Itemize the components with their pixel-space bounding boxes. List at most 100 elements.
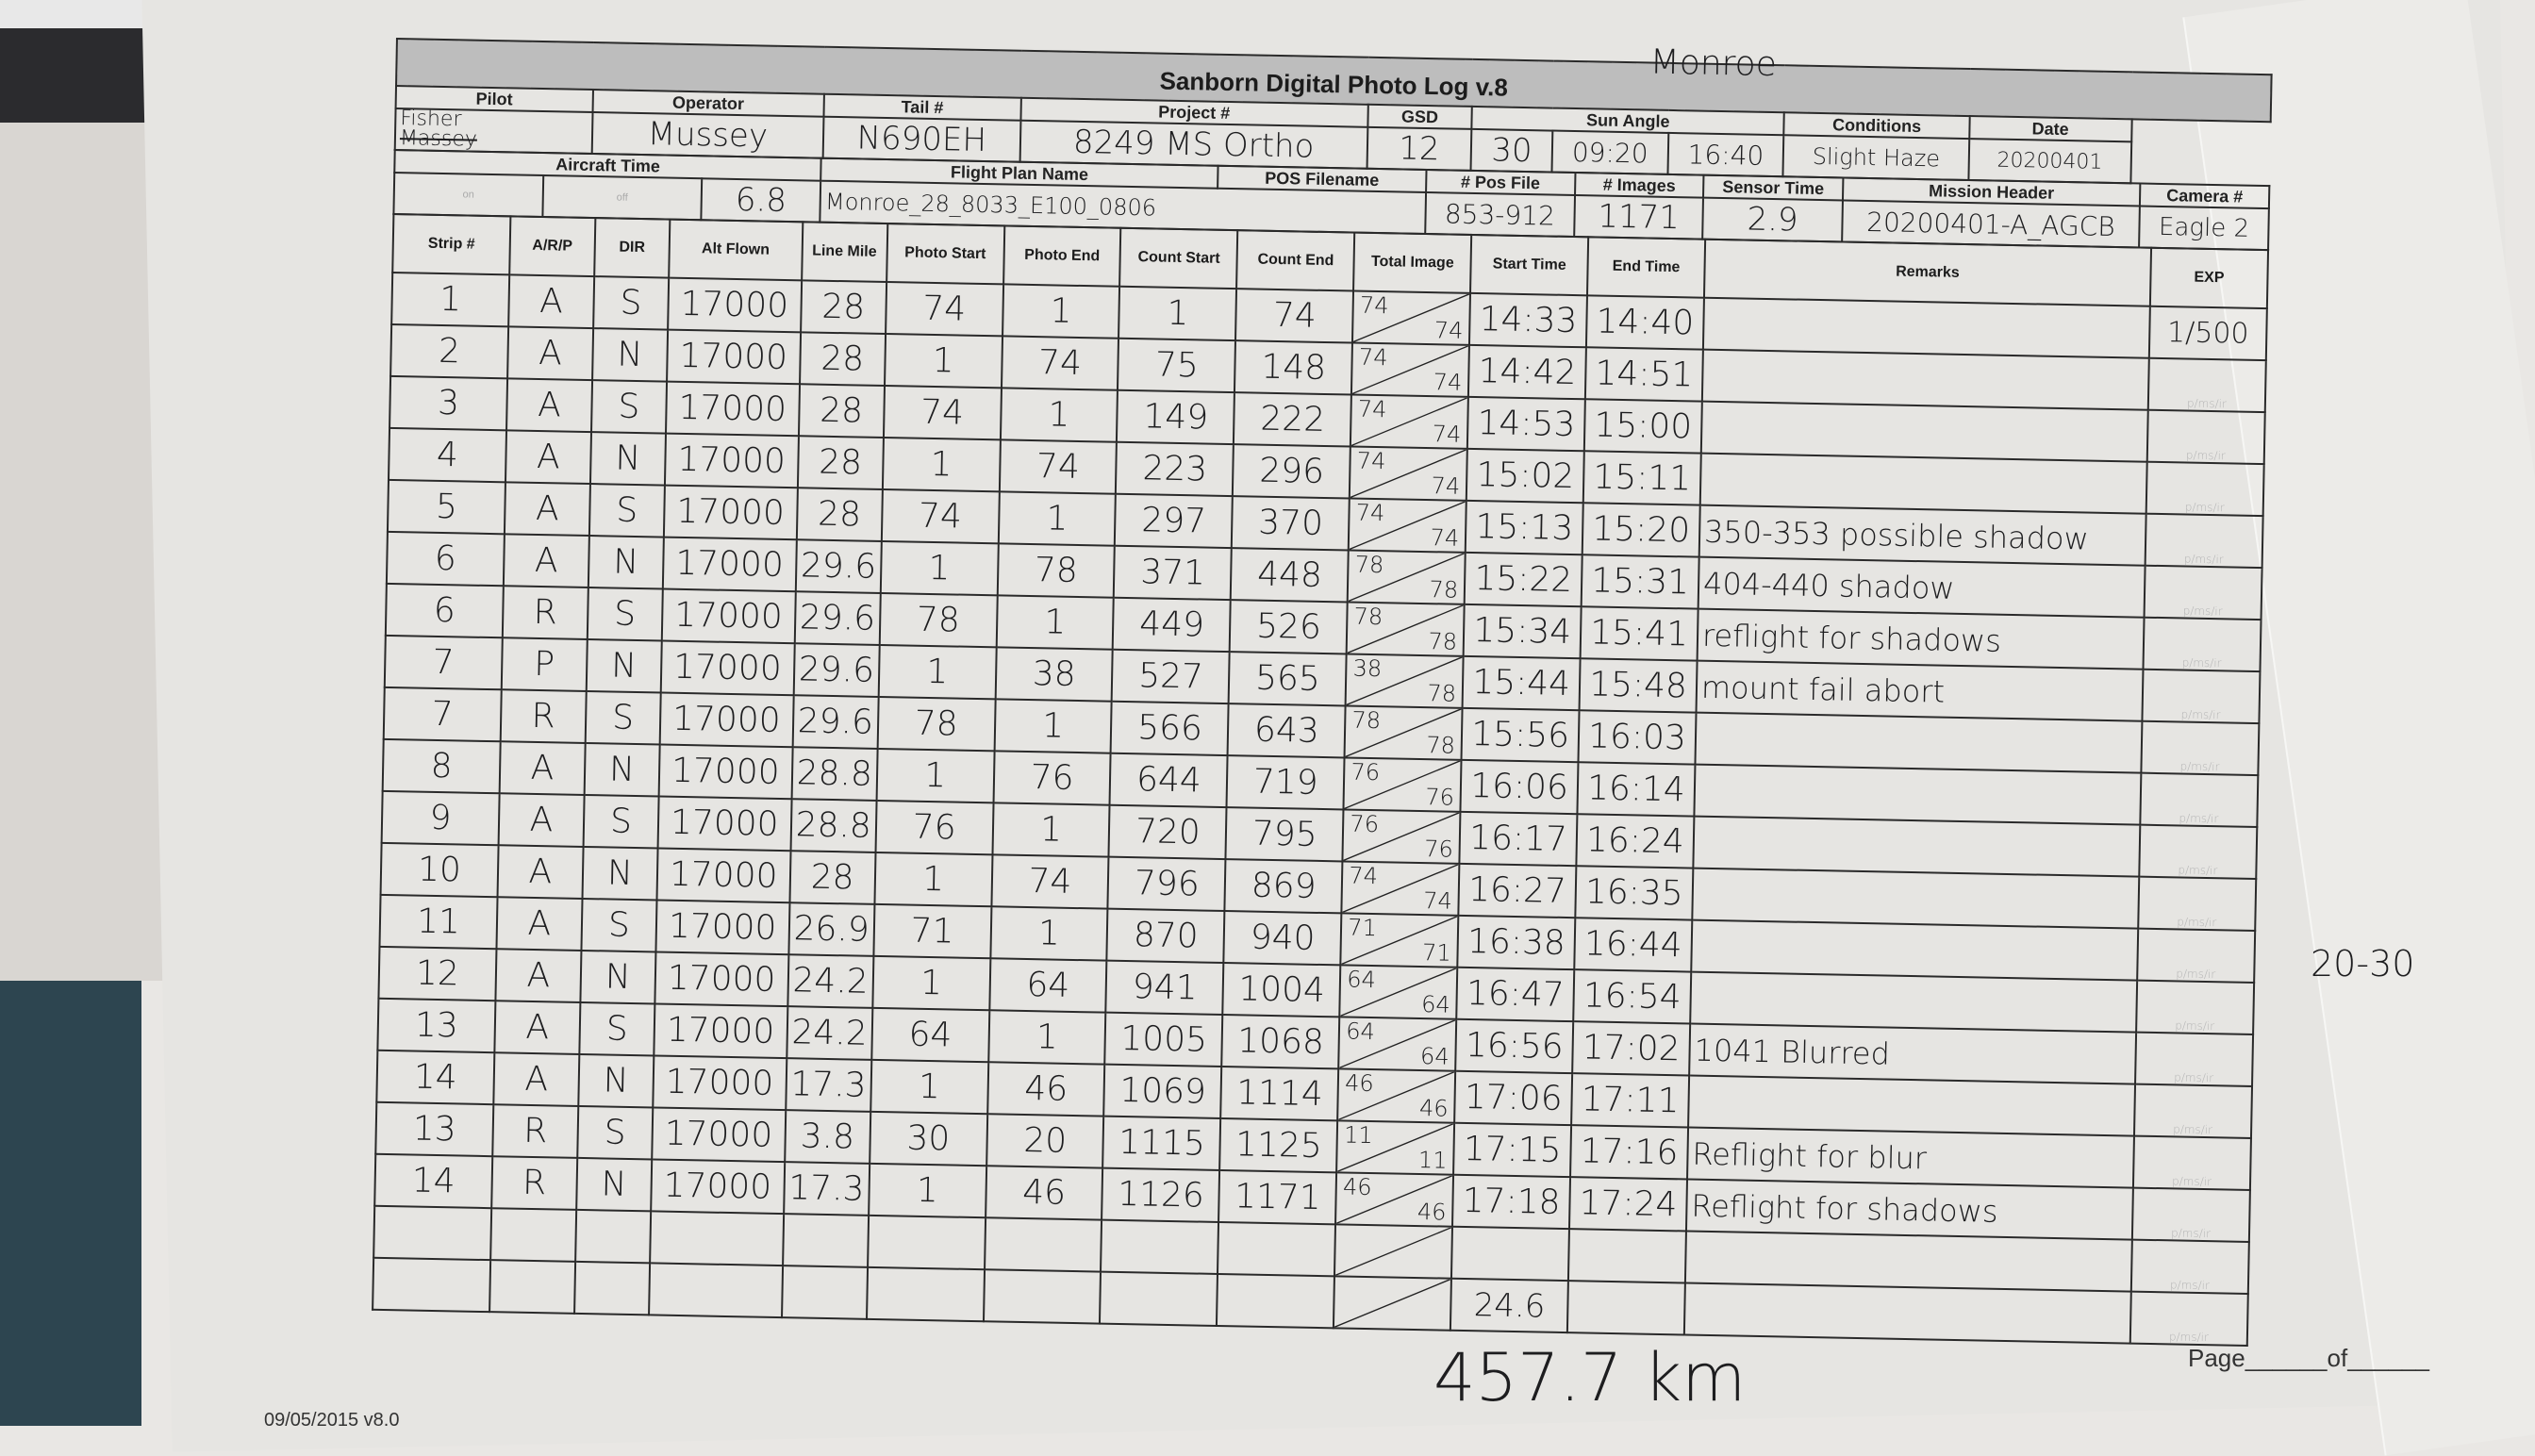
count-start-cell[interactable]: 1126 bbox=[1102, 1167, 1220, 1222]
arp-code-cell[interactable]: A bbox=[504, 482, 590, 537]
photo-start-cell[interactable]: 1 bbox=[868, 1163, 986, 1218]
start-time-cell[interactable]: 16:47 bbox=[1456, 967, 1575, 1022]
altitude-flown-cell[interactable]: 17000 bbox=[655, 900, 790, 955]
photo-start-cell[interactable]: 74 bbox=[881, 488, 1000, 544]
remarks-cell[interactable]: 1041 Blurred bbox=[1689, 1023, 2137, 1084]
start-time-cell[interactable]: 16:06 bbox=[1460, 759, 1579, 815]
count-start-cell[interactable]: 566 bbox=[1111, 701, 1229, 756]
altitude-flown-cell[interactable] bbox=[648, 1263, 783, 1318]
remarks-cell[interactable] bbox=[1699, 453, 2147, 514]
start-time-cell[interactable]: 16:38 bbox=[1457, 915, 1576, 970]
sensor-time-field[interactable]: 2.9 bbox=[1702, 197, 1843, 242]
altitude-flown-cell[interactable]: 17000 bbox=[656, 848, 791, 903]
count-end-cell[interactable]: 526 bbox=[1230, 600, 1348, 654]
line-mile-cell[interactable]: 17.3 bbox=[785, 1058, 871, 1112]
altitude-flown-cell[interactable]: 17000 bbox=[658, 744, 793, 800]
photo-end-cell[interactable]: 1 bbox=[989, 906, 1108, 961]
direction-cell[interactable]: S bbox=[587, 587, 663, 641]
photo-start-cell[interactable]: 74 bbox=[885, 282, 1003, 337]
count-start-cell[interactable]: 870 bbox=[1106, 908, 1225, 964]
arp-code-cell[interactable] bbox=[489, 1260, 576, 1314]
direction-cell[interactable]: S bbox=[577, 1105, 654, 1160]
line-mile-cell[interactable] bbox=[782, 1214, 869, 1267]
strip-number-cell[interactable]: 6 bbox=[386, 531, 505, 587]
photo-start-cell[interactable]: 1 bbox=[880, 540, 999, 596]
exposure-cell[interactable]: p/ms/ir bbox=[2143, 617, 2262, 672]
remarks-cell[interactable] bbox=[1690, 971, 2138, 1033]
end-time-cell[interactable]: 16:44 bbox=[1574, 918, 1693, 972]
aircraft-off-field[interactable]: off bbox=[542, 175, 703, 221]
start-time-cell[interactable]: 17:06 bbox=[1454, 1070, 1573, 1126]
direction-cell[interactable]: N bbox=[586, 639, 662, 693]
total-image-cell[interactable]: 64 64 bbox=[1338, 1017, 1457, 1071]
arp-code-cell[interactable]: A bbox=[498, 793, 585, 847]
direction-cell[interactable]: S bbox=[588, 484, 665, 538]
total-image-cell[interactable] bbox=[1334, 1224, 1453, 1279]
count-start-cell[interactable] bbox=[1101, 1219, 1219, 1274]
direction-cell[interactable]: S bbox=[593, 276, 669, 330]
remarks-cell[interactable] bbox=[1691, 919, 2139, 981]
line-mile-cell[interactable]: 3.8 bbox=[784, 1110, 870, 1164]
start-time-cell[interactable]: 14:53 bbox=[1466, 396, 1585, 452]
gsd-field[interactable]: 12 bbox=[1367, 126, 1472, 171]
start-time-cell[interactable]: 17:18 bbox=[1452, 1174, 1571, 1230]
arp-code-cell[interactable]: P bbox=[501, 637, 588, 692]
altitude-flown-cell[interactable]: 17000 bbox=[659, 692, 794, 748]
start-time-cell[interactable]: 16:27 bbox=[1458, 863, 1577, 918]
line-mile-cell[interactable]: 17.3 bbox=[783, 1162, 870, 1216]
altitude-flown-cell[interactable]: 17000 bbox=[657, 796, 792, 852]
start-time-cell[interactable] bbox=[1451, 1226, 1570, 1282]
exposure-cell[interactable]: p/ms/ir bbox=[2133, 1084, 2253, 1138]
strip-number-cell[interactable]: 2 bbox=[390, 323, 509, 379]
total-image-cell[interactable]: 78 78 bbox=[1344, 705, 1463, 760]
total-image-cell[interactable]: 64 64 bbox=[1339, 965, 1458, 1019]
end-time-cell[interactable]: 16:14 bbox=[1577, 762, 1696, 817]
strip-number-cell[interactable]: 12 bbox=[378, 946, 497, 1001]
count-start-cell[interactable]: 720 bbox=[1108, 804, 1227, 860]
count-start-cell[interactable]: 449 bbox=[1113, 597, 1232, 653]
strip-number-cell[interactable]: 7 bbox=[384, 635, 503, 690]
end-time-cell[interactable]: 15:48 bbox=[1579, 658, 1698, 713]
photo-start-cell[interactable]: 74 bbox=[883, 386, 1002, 440]
strip-number-cell[interactable]: 13 bbox=[377, 998, 496, 1053]
start-time-cell[interactable]: 15:44 bbox=[1462, 655, 1581, 711]
photo-end-cell[interactable]: 1 bbox=[1002, 284, 1120, 339]
count-start-cell[interactable]: 796 bbox=[1107, 856, 1226, 912]
start-time-cell[interactable]: 15:13 bbox=[1465, 500, 1583, 555]
count-end-cell[interactable]: 1004 bbox=[1222, 963, 1341, 1018]
arp-code-cell[interactable]: A bbox=[494, 1001, 581, 1054]
photo-start-cell[interactable]: 1 bbox=[872, 955, 990, 1011]
start-time-cell[interactable]: 14:33 bbox=[1469, 292, 1588, 348]
altitude-flown-cell[interactable]: 17000 bbox=[650, 1159, 785, 1215]
altitude-flown-cell[interactable]: 17000 bbox=[662, 537, 797, 592]
start-time-cell[interactable]: 14:42 bbox=[1468, 344, 1586, 400]
altitude-flown-cell[interactable] bbox=[649, 1211, 784, 1266]
photo-end-cell[interactable]: 38 bbox=[995, 647, 1114, 702]
count-end-cell[interactable] bbox=[1217, 1273, 1335, 1329]
end-time-cell[interactable]: 15:41 bbox=[1580, 606, 1698, 661]
strip-number-cell[interactable]: 5 bbox=[387, 479, 505, 535]
sun-start-field[interactable]: 09:20 bbox=[1551, 130, 1669, 174]
end-time-cell[interactable]: 17:24 bbox=[1569, 1177, 1687, 1232]
photo-end-cell[interactable]: 74 bbox=[991, 854, 1109, 909]
total-image-cell[interactable]: 74 74 bbox=[1351, 342, 1470, 397]
line-mile-cell[interactable]: 29.6 bbox=[795, 539, 882, 593]
photo-start-cell[interactable]: 78 bbox=[879, 592, 998, 648]
photo-start-cell[interactable] bbox=[866, 1266, 985, 1322]
arp-code-cell[interactable]: R bbox=[492, 1104, 579, 1158]
exposure-cell[interactable]: p/ms/ir bbox=[2140, 772, 2259, 828]
photo-end-cell[interactable]: 46 bbox=[985, 1166, 1103, 1220]
count-end-cell[interactable]: 1114 bbox=[1220, 1067, 1339, 1121]
altitude-flown-cell[interactable]: 17000 bbox=[654, 1003, 787, 1059]
total-image-cell[interactable]: 46 46 bbox=[1337, 1068, 1456, 1123]
start-time-cell[interactable]: 16:17 bbox=[1459, 811, 1578, 867]
end-time-cell[interactable]: 15:31 bbox=[1581, 554, 1699, 609]
direction-cell[interactable]: S bbox=[590, 380, 667, 434]
line-mile-cell[interactable]: 28.8 bbox=[790, 799, 877, 852]
photo-start-cell[interactable]: 1 bbox=[882, 437, 1001, 492]
altitude-flown-cell[interactable]: 17000 bbox=[653, 1055, 787, 1111]
total-image-cell[interactable]: 74 74 bbox=[1349, 498, 1466, 553]
direction-cell[interactable]: N bbox=[588, 536, 664, 589]
photo-end-cell[interactable]: 1 bbox=[994, 699, 1113, 753]
start-time-cell[interactable]: 15:02 bbox=[1466, 448, 1584, 504]
